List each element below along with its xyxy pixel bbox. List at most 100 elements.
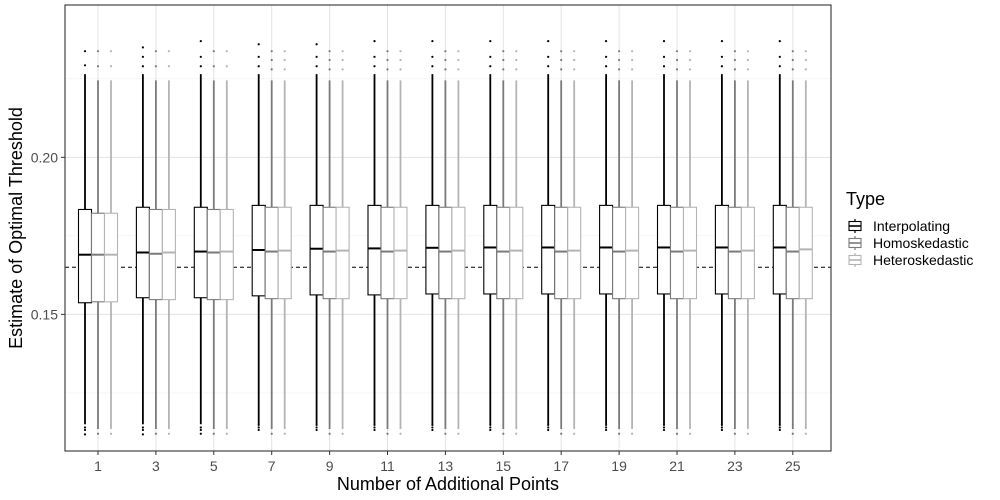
outlier-point — [662, 423, 666, 427]
outlier-point — [257, 43, 260, 46]
outlier-point — [502, 58, 505, 62]
outlier-point — [489, 65, 492, 68]
box-group — [567, 50, 582, 435]
outlier-point — [141, 426, 144, 429]
box — [612, 206, 627, 300]
legend: Type InterpolatingHomoskedasticHeteroske… — [846, 189, 973, 268]
box-group — [425, 40, 440, 432]
box — [727, 206, 742, 300]
box — [772, 204, 787, 295]
outlier-point — [618, 58, 621, 62]
outlier-point — [283, 432, 286, 435]
outlier-point — [733, 58, 737, 62]
outlier-point — [515, 50, 518, 53]
outlier-point — [457, 432, 460, 435]
legend-item: Heteroskedastic — [848, 252, 973, 268]
outlier-point — [328, 68, 331, 71]
outlier-point — [560, 50, 563, 53]
box — [380, 206, 395, 300]
outlier-point — [675, 432, 679, 435]
outlier-point — [341, 432, 344, 435]
outlier-point — [605, 428, 608, 432]
outlier-point — [315, 65, 318, 68]
outlier-point — [328, 432, 331, 435]
outlier-point — [605, 423, 608, 427]
box-group — [380, 50, 395, 435]
outlier-point — [328, 50, 331, 53]
outlier-point — [109, 65, 113, 68]
outlier-point — [573, 50, 576, 53]
outlier-point — [457, 68, 460, 71]
outlier-point — [283, 68, 286, 71]
outlier-point — [688, 50, 692, 53]
outlier-point — [688, 68, 692, 71]
outlier-point — [270, 58, 273, 62]
outlier-point — [804, 68, 807, 71]
outlier-point — [83, 426, 87, 429]
outlier-point — [386, 432, 389, 435]
outlier-point — [444, 432, 447, 435]
outlier-point — [257, 428, 260, 432]
box — [425, 204, 440, 295]
outlier-point — [547, 40, 550, 43]
outlier-point — [720, 55, 724, 58]
box — [669, 206, 685, 300]
outlier-point — [399, 50, 402, 53]
legend-title: Type — [846, 189, 885, 209]
box-group — [772, 40, 787, 432]
outlier-point — [83, 64, 87, 67]
box-group — [393, 50, 408, 435]
x-tick-label: 1 — [94, 458, 102, 474]
outlier-point — [791, 50, 794, 53]
outlier-point — [257, 55, 260, 58]
outlier-point — [573, 58, 576, 62]
outlier-point — [791, 432, 794, 435]
box-group — [206, 50, 221, 435]
outlier-point — [109, 50, 113, 53]
box — [438, 206, 453, 300]
box — [219, 208, 234, 301]
outlier-point — [631, 50, 634, 53]
box — [785, 206, 800, 300]
outlier-point — [257, 426, 260, 429]
box-group — [554, 50, 569, 435]
outlier-point — [199, 40, 202, 43]
boxes-layer — [77, 40, 813, 436]
outlier-point — [96, 50, 100, 53]
outlier-point — [431, 65, 434, 68]
outlier-point — [618, 50, 621, 53]
legend-label: Homoskedastic — [873, 235, 969, 251]
outlier-point — [489, 55, 492, 58]
box-group — [90, 50, 106, 435]
outlier-point — [502, 50, 505, 53]
outlier-point — [688, 432, 692, 435]
outlier-point — [270, 68, 273, 71]
box-group — [798, 50, 813, 435]
outlier-point — [315, 426, 318, 429]
box — [541, 204, 556, 295]
box — [509, 206, 524, 300]
outlier-point — [662, 40, 666, 43]
box-group — [625, 50, 640, 435]
box — [367, 204, 382, 296]
box — [277, 206, 292, 300]
x-tick-label: 9 — [326, 458, 334, 474]
outlier-point — [373, 426, 376, 429]
box — [567, 206, 582, 300]
outlier-point — [83, 50, 87, 53]
box — [798, 206, 813, 300]
outlier-point — [141, 46, 144, 49]
box — [264, 206, 279, 300]
outlier-point — [605, 40, 608, 43]
box — [161, 208, 176, 301]
outlier-point — [315, 43, 318, 46]
outlier-point — [154, 50, 157, 53]
box-group — [251, 43, 266, 432]
x-tick-label: 13 — [438, 458, 454, 474]
outlier-point — [431, 40, 434, 43]
outlier-point — [547, 428, 550, 432]
outlier-point — [605, 65, 608, 68]
outlier-point — [199, 432, 202, 435]
outlier-point — [257, 65, 260, 68]
